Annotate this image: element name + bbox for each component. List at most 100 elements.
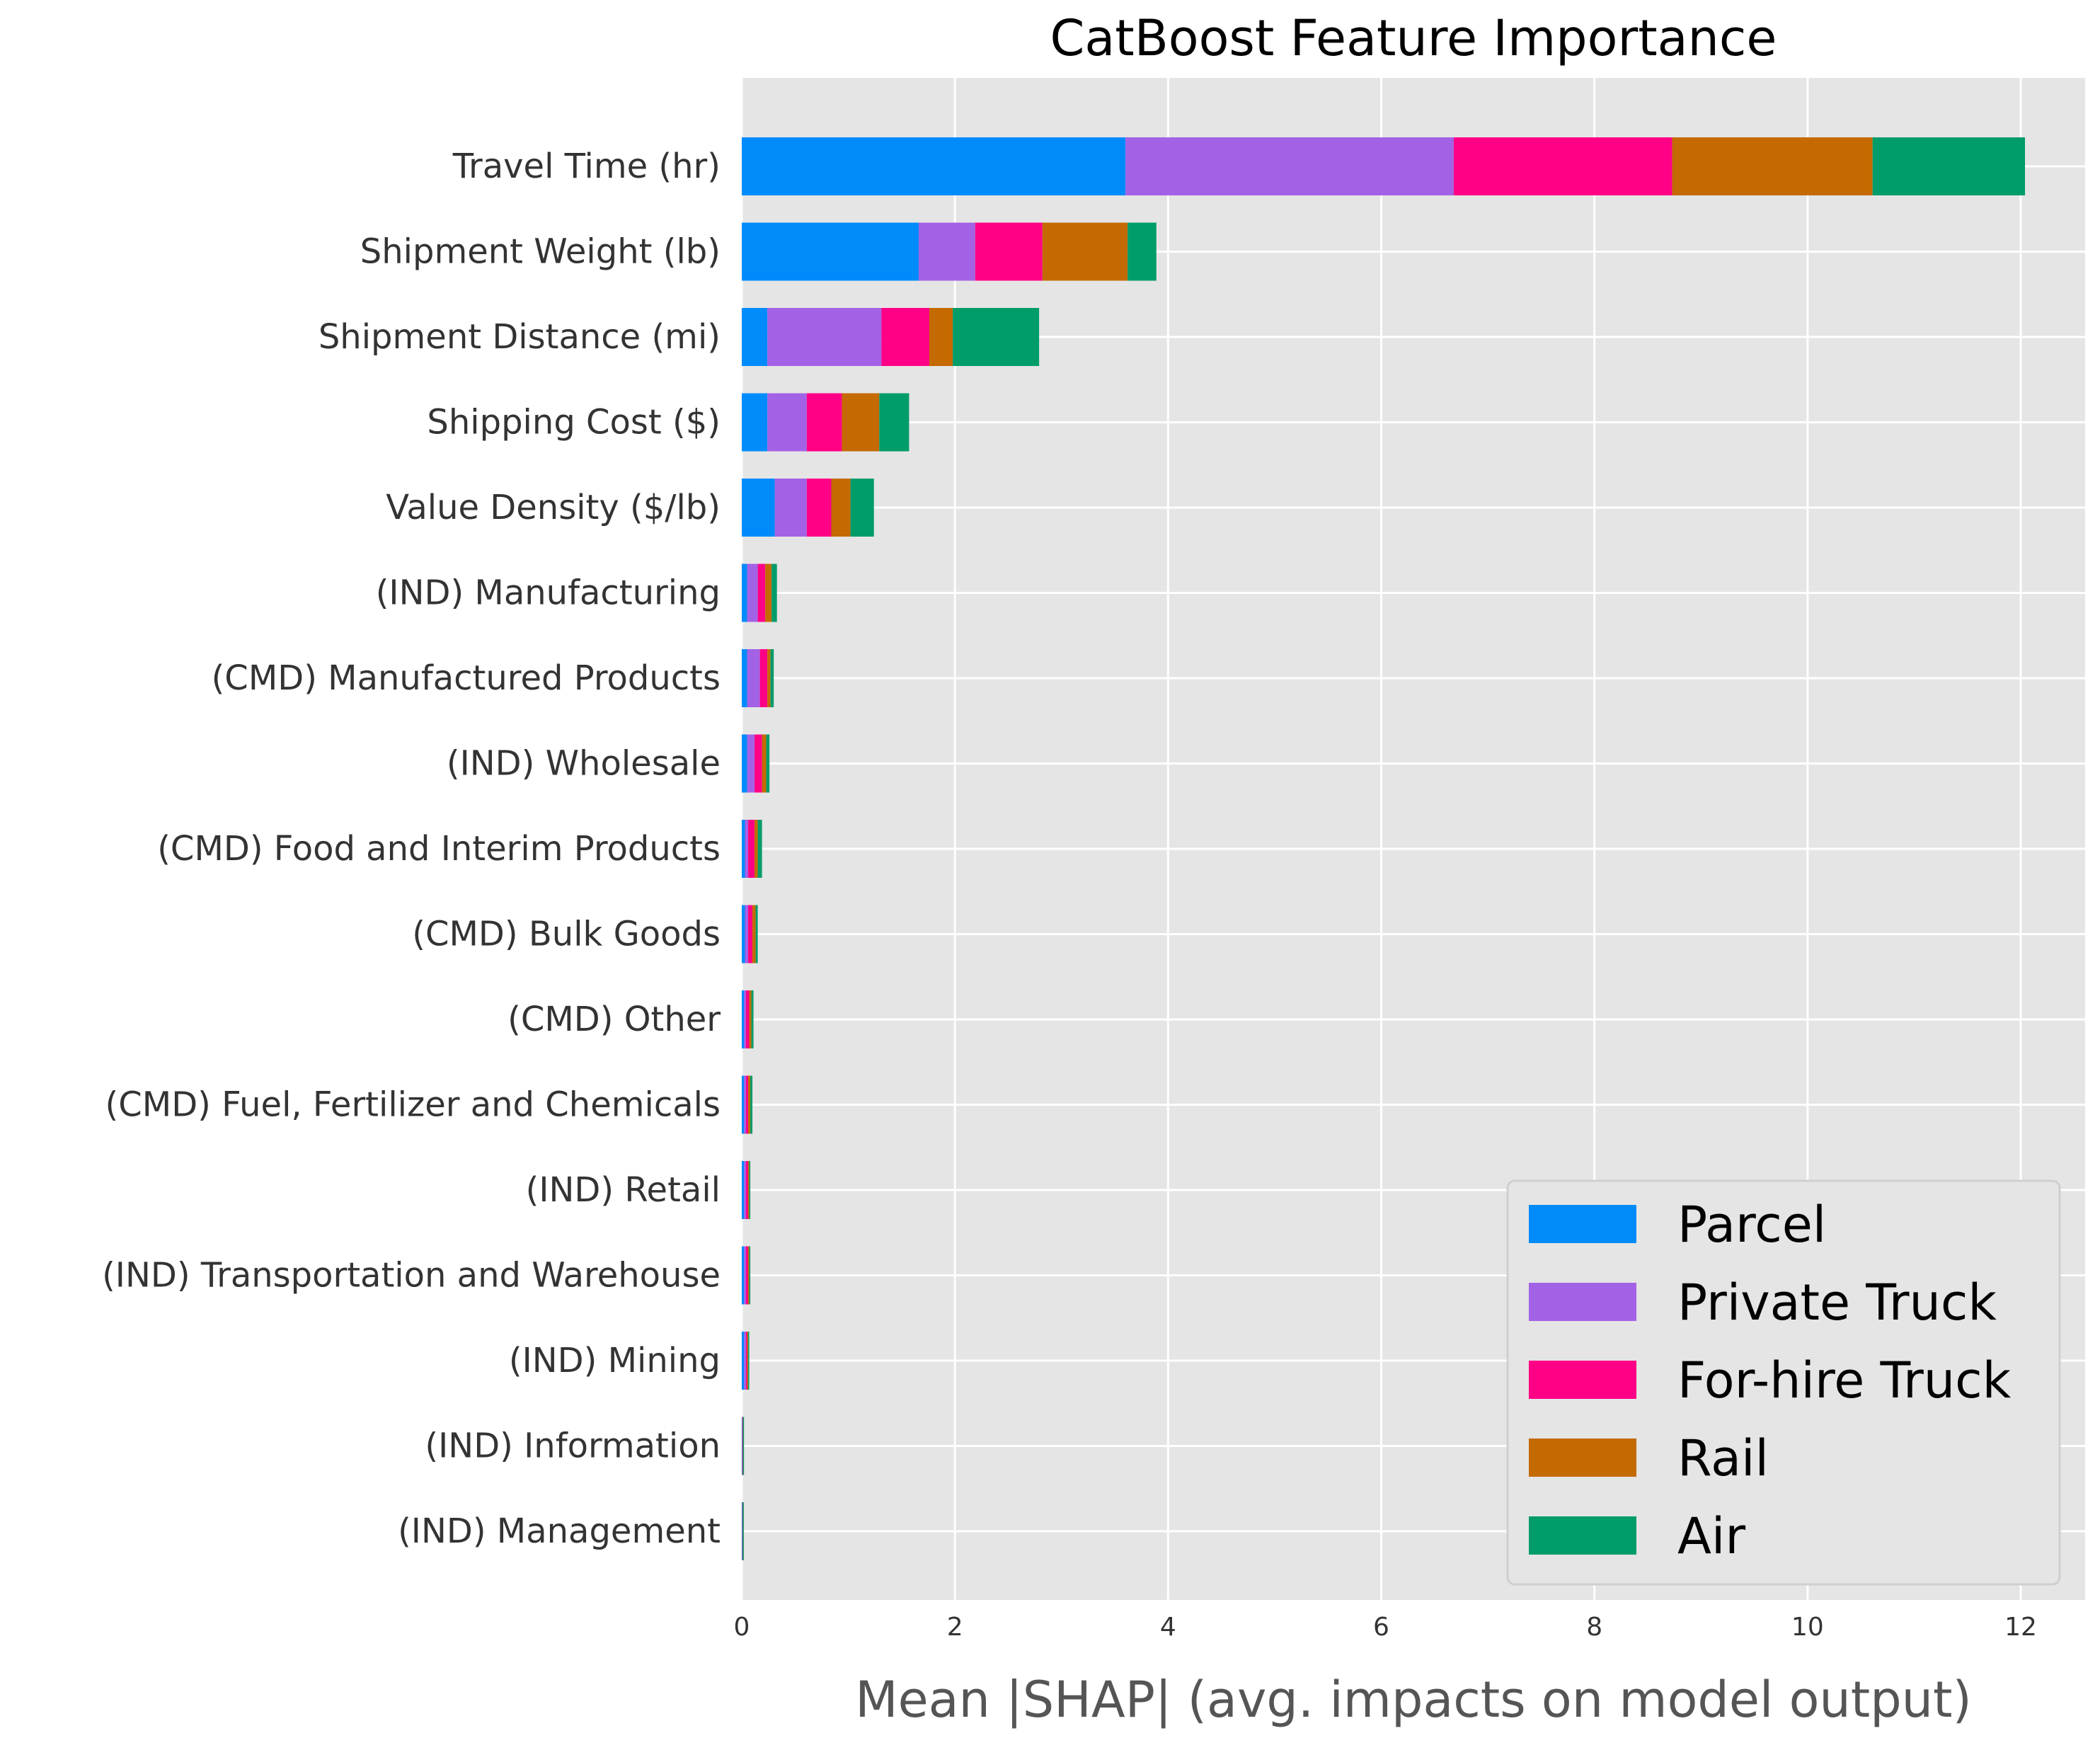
bar-segment: [742, 649, 747, 707]
legend-items: Parcel Private Truck For-hire Truck Rail Air: [1529, 1196, 2012, 1565]
bar-segment: [755, 905, 758, 963]
bar-segment: [742, 393, 768, 452]
bar-segment: [1042, 222, 1128, 281]
bar-segment: [747, 649, 760, 707]
bar-segment: [850, 479, 874, 537]
bar-segment: [742, 990, 745, 1048]
bar-segment: [1872, 137, 2026, 195]
bar-segment: [1672, 137, 1873, 195]
x-tick-label: 0: [734, 1613, 750, 1642]
legend-label: Private Truck: [1677, 1274, 1997, 1332]
bar-segment: [831, 479, 851, 537]
legend-swatch: [1529, 1283, 1636, 1321]
bar-segment: [742, 479, 775, 537]
x-tick-label: 12: [2004, 1613, 2037, 1642]
legend: Parcel Private Truck For-hire Truck Rail Air: [1506, 1179, 2061, 1586]
x-tick-labels: 0 2 4 6 8 10 12: [734, 1613, 2037, 1642]
bar-segment: [975, 222, 1043, 281]
legend-label: For-hire Truck: [1677, 1351, 2012, 1409]
bar-segment: [748, 1246, 750, 1305]
bar-segment: [751, 990, 754, 1048]
bar-segment: [744, 1246, 747, 1305]
bar-segment: [806, 393, 842, 452]
y-tick-label: (CMD) Manufactured Products: [212, 658, 721, 698]
bar-segment: [742, 222, 919, 281]
y-tick-label: (IND) Information: [425, 1426, 721, 1466]
x-axis-label: Mean |SHAP| (avg. impacts on model outpu…: [855, 1671, 1972, 1729]
bar-segment: [749, 990, 752, 1048]
bar-segment: [746, 990, 750, 1048]
bar-segment: [742, 734, 747, 793]
y-tick-label: (CMD) Food and Interim Products: [157, 829, 721, 869]
legend-label: Parcel: [1677, 1196, 1826, 1254]
bar-segment: [879, 393, 910, 452]
y-tick-label: (IND) Manufacturing: [376, 573, 721, 613]
bar-segment: [806, 479, 832, 537]
bar-segment: [745, 820, 749, 878]
bar-segment: [774, 479, 807, 537]
y-tick-label: (IND) Transportation and Warehouse: [102, 1256, 721, 1296]
y-tick-label: Value Density ($/lb): [386, 488, 721, 527]
chart-title: CatBoost Feature Importance: [1050, 9, 1777, 67]
bar-segment: [881, 308, 930, 366]
bar-segment: [746, 1332, 747, 1390]
bar-segment: [754, 734, 762, 793]
legend-box: [1506, 1179, 2061, 1586]
bar-segment: [749, 1246, 751, 1305]
bar-segment: [748, 820, 755, 878]
x-tick-label: 10: [1791, 1613, 1824, 1642]
bar-segment: [742, 1417, 745, 1475]
bar-segment: [757, 564, 766, 622]
bar-segment: [767, 393, 807, 452]
bar-segment: [1128, 222, 1157, 281]
bar-segment: [771, 564, 777, 622]
y-tick-label: (CMD) Bulk Goods: [412, 915, 721, 954]
y-tick-label: (IND) Retail: [526, 1170, 721, 1210]
bar-segment: [748, 1161, 750, 1219]
bar-segment: [744, 1075, 747, 1134]
bar-segment: [744, 990, 747, 1048]
legend-swatch: [1529, 1439, 1636, 1477]
bar-segment: [746, 1246, 749, 1305]
bar-segment: [748, 905, 753, 963]
y-tick-label: (CMD) Other: [507, 1000, 721, 1039]
bar-segment: [742, 1246, 745, 1305]
x-tick-label: 2: [947, 1613, 963, 1642]
bar-segment: [762, 734, 767, 793]
bar-segment: [770, 649, 774, 707]
bar-segment: [742, 1502, 744, 1560]
bar-segment: [747, 734, 755, 793]
bar-segment: [746, 1075, 749, 1134]
bar-segment: [747, 564, 758, 622]
bars: [742, 137, 2026, 1560]
legend-swatch: [1529, 1361, 1636, 1399]
x-tick-label: 6: [1373, 1613, 1389, 1642]
y-tick-label: Shipment Distance (mi): [319, 317, 721, 357]
bar-segment: [742, 1161, 745, 1219]
bar-segment: [754, 820, 758, 878]
bar-segment: [918, 222, 975, 281]
bar-segment: [742, 905, 745, 963]
bar-segment: [749, 1161, 751, 1219]
bar-segment: [742, 564, 747, 622]
bar-segment: [742, 137, 1126, 195]
bar-segment: [752, 905, 756, 963]
legend-label: Air: [1677, 1507, 1745, 1565]
bar-segment: [744, 1332, 747, 1390]
bar-segment: [953, 308, 1040, 366]
legend-label: Rail: [1677, 1429, 1769, 1487]
bar-segment: [748, 1075, 751, 1134]
bar-segment: [748, 1332, 750, 1390]
y-tick-label: (IND) Wholesale: [447, 744, 721, 784]
bar-segment: [767, 649, 771, 707]
y-tick-label: (CMD) Fuel, Fertilizer and Chemicals: [105, 1085, 721, 1125]
bar-segment: [747, 1332, 749, 1390]
x-tick-label: 4: [1160, 1613, 1176, 1642]
bar-segment: [745, 905, 749, 963]
bar-segment: [742, 1075, 745, 1134]
y-tick-label: Travel Time (hr): [452, 147, 721, 186]
bar-segment: [742, 308, 768, 366]
bar-segment: [765, 564, 772, 622]
legend-swatch: [1529, 1205, 1636, 1243]
bar-segment: [759, 649, 768, 707]
